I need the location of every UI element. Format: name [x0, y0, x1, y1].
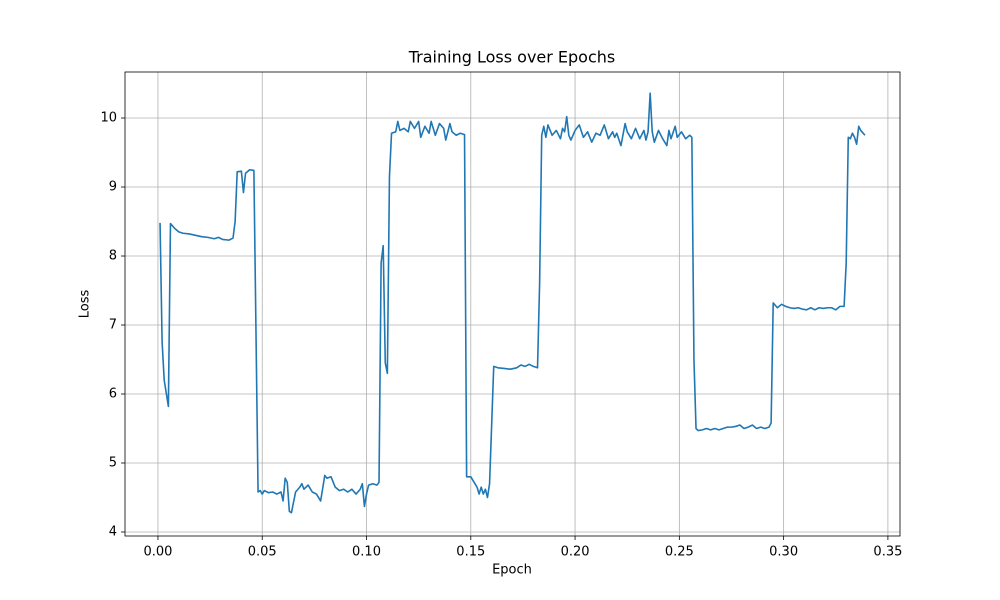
x-tick-label: 0.15	[456, 545, 485, 560]
x-tick-label: 0.10	[352, 545, 381, 560]
loss-line	[159, 92, 866, 514]
y-tick-label: 10	[100, 111, 117, 126]
x-tick-label: 0.20	[561, 545, 590, 560]
plot-frame	[124, 71, 901, 537]
y-tick-label: 5	[109, 456, 117, 471]
y-tick-label: 6	[109, 387, 117, 402]
x-tick-label: 0.00	[143, 545, 172, 560]
y-axis-label: Loss	[78, 290, 93, 319]
x-tick-label: 0.05	[248, 545, 277, 560]
y-tick-label: 9	[109, 180, 117, 195]
x-axis-label: Epoch	[492, 563, 532, 578]
y-tick-label: 8	[109, 249, 117, 264]
y-tick-label: 7	[109, 318, 117, 333]
y-tick-label: 4	[109, 524, 117, 539]
x-tick-label: 0.25	[665, 545, 694, 560]
x-tick-label: 0.30	[769, 545, 798, 560]
chart-title: Training Loss over Epochs	[408, 48, 616, 67]
x-tick-label: 0.35	[873, 545, 902, 560]
